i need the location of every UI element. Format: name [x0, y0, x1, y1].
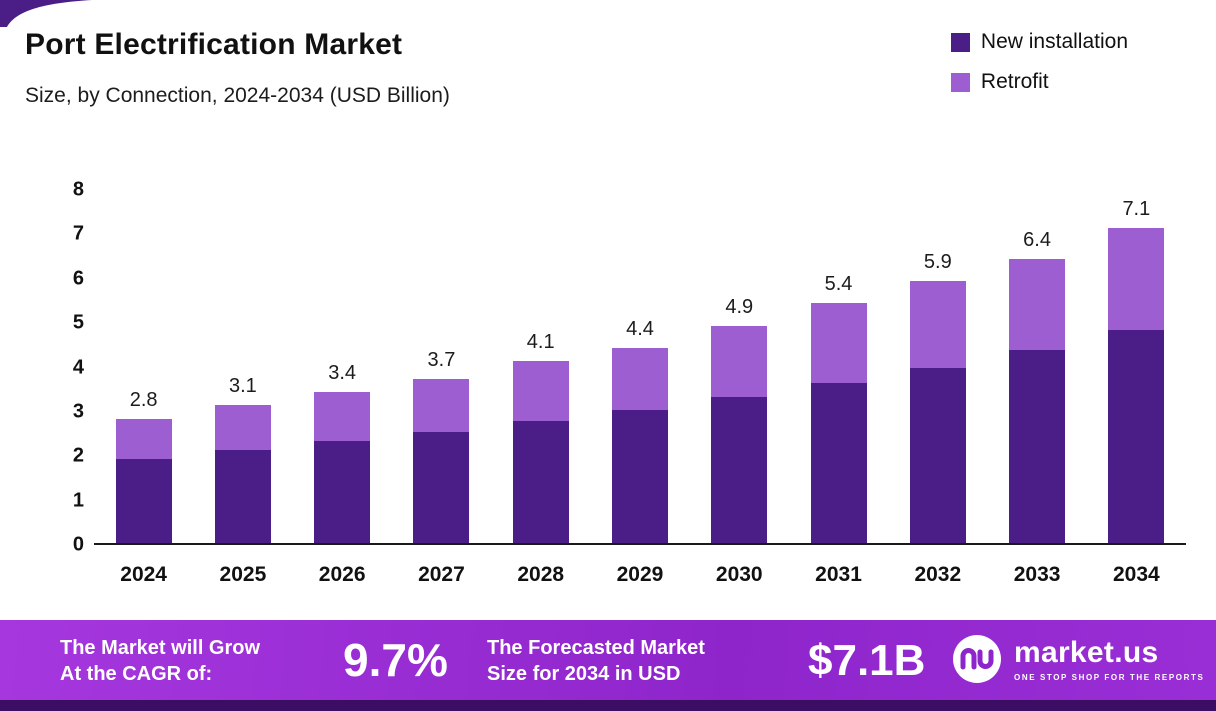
- brand: market.us ONE STOP SHOP FOR THE REPORTS: [952, 634, 1204, 684]
- bar-group-2032: 5.9: [888, 188, 987, 543]
- cagr-label: The Market will Grow At the CAGR of:: [60, 637, 261, 685]
- legend-swatch-new-installation-icon: [950, 32, 970, 52]
- bar-total-label: 4.1: [526, 331, 555, 354]
- legend-label: New installation: [980, 30, 1128, 53]
- bar-total-label: 5.9: [923, 251, 952, 274]
- chart-header: Port Electrification Market Size, by Con…: [25, 28, 450, 108]
- banner-bottom-strip: [0, 700, 1216, 711]
- x-tick-label: 2029: [616, 563, 664, 586]
- bar-segment-retrofit: [413, 378, 470, 433]
- legend-item-new-installation: New installation: [950, 30, 1128, 54]
- legend-swatch-retrofit-icon: [950, 72, 970, 92]
- chart-title: Port Electrification Market: [25, 28, 403, 61]
- x-tick-label: 2024: [120, 563, 167, 586]
- highlight-banner: The Market will Grow At the CAGR of: 9.7…: [0, 620, 1216, 700]
- bar-segment-new-installation: [512, 420, 569, 543]
- bar-segment-new-installation: [413, 432, 470, 543]
- bar-total-label: 3.1: [228, 375, 257, 398]
- x-tick-label: 2034: [1112, 563, 1160, 586]
- stacked-bar-chart: 2.8 3.1 3.4 3.7 4.1 4.4 4.9 5.4 5.9 6.4 7.1 0 1 2 3 4 5…: [72, 178, 1186, 593]
- x-tick-label: 2030: [715, 563, 763, 586]
- plot-area: 2.8 3.1 3.4 3.7 4.1 4.4 4.9 5.4 5.9 6.4 7.1: [94, 190, 1186, 545]
- y-tick-label: 0: [72, 533, 84, 556]
- bar-segment-retrofit: [611, 347, 668, 410]
- corner-decoration: [0, 0, 92, 27]
- bar-total-label: 3.7: [427, 348, 456, 371]
- bar-total-label: 4.9: [725, 295, 754, 318]
- x-tick-label: 2032: [914, 563, 962, 586]
- bar-segment-retrofit: [810, 303, 867, 384]
- bar-group-2028: 4.1: [491, 188, 590, 543]
- bar-group-2029: 4.4: [590, 188, 689, 543]
- legend-item-retrofit: Retrofit: [950, 70, 1128, 94]
- brand-name: market.us: [1014, 636, 1159, 669]
- bar-segment-new-installation: [1009, 349, 1066, 543]
- bar-segment-new-installation: [314, 440, 371, 543]
- legend-label: Retrofit: [980, 70, 1049, 93]
- bar-group-2025: 3.1: [193, 188, 292, 543]
- x-tick-label: 2028: [517, 563, 565, 586]
- bar-group-2030: 4.9: [690, 188, 789, 543]
- bar-segment-retrofit: [1108, 227, 1165, 330]
- y-tick-label: 6: [72, 267, 84, 290]
- y-tick-label: 8: [72, 178, 84, 201]
- bar-total-label: 2.8: [129, 388, 158, 411]
- bar-segment-retrofit: [711, 325, 768, 397]
- brand-tagline: ONE STOP SHOP FOR THE REPORTS: [1014, 673, 1205, 682]
- forecast-value: $7.1B: [808, 636, 926, 685]
- bar-group-2033: 6.4: [987, 188, 1086, 543]
- bar-total-label: 5.4: [824, 273, 853, 296]
- forecast-label: The Forecasted Market Size for 2034 in U…: [487, 637, 705, 685]
- bar-segment-retrofit: [1009, 259, 1066, 350]
- y-tick-label: 3: [72, 400, 84, 423]
- bar-segment-new-installation: [611, 409, 668, 543]
- x-tick-label: 2025: [219, 563, 267, 586]
- bar-segment-retrofit: [512, 361, 569, 421]
- cagr-value: 9.7%: [343, 634, 448, 686]
- y-tick-label: 7: [72, 222, 84, 245]
- bar-segment-new-installation: [214, 449, 271, 543]
- x-tick-label: 2031: [815, 563, 862, 586]
- x-tick-label: 2027: [418, 563, 465, 586]
- bar-group-2034: 7.1: [1087, 188, 1186, 543]
- chart-subtitle: Size, by Connection, 2024-2034 (USD Bill…: [25, 84, 450, 107]
- legend: New installation Retrofit: [950, 30, 1128, 110]
- x-tick-label: 2026: [318, 563, 366, 586]
- bar-group-2027: 3.7: [392, 188, 491, 543]
- bar-total-label: 6.4: [1023, 229, 1051, 251]
- y-tick-label: 2: [72, 444, 84, 467]
- bar-group-2031: 5.4: [789, 188, 888, 543]
- y-tick-label: 4: [72, 356, 84, 378]
- bar-group-2024: 2.8: [94, 188, 193, 543]
- x-axis-labels: 2024 2025 2026 2027 2028 2029 2030 2031 2032 2033…: [94, 563, 1186, 593]
- y-tick-label: 1: [72, 489, 84, 512]
- bar-total-label: 3.4: [328, 362, 357, 385]
- brand-text: market.us ONE STOP SHOP FOR THE REPORTS: [1014, 636, 1204, 682]
- bar-segment-new-installation: [711, 396, 768, 543]
- bar-total-label: 4.4: [626, 317, 654, 340]
- bar-segment-retrofit: [115, 418, 172, 459]
- bar-segment-new-installation: [909, 367, 966, 543]
- bar-segment-retrofit: [314, 392, 371, 441]
- bar-segment-new-installation: [115, 458, 172, 543]
- x-tick-label: 2033: [1013, 563, 1061, 586]
- bar-segment-retrofit: [909, 281, 966, 368]
- bar-segment-new-installation: [1108, 330, 1165, 543]
- bar-group-2026: 3.4: [293, 188, 392, 543]
- bar-total-label: 7.1: [1122, 197, 1151, 220]
- y-tick-label: 5: [72, 311, 84, 334]
- market-us-logo-icon: [953, 635, 1001, 683]
- bar-segment-new-installation: [810, 383, 867, 543]
- bar-segment-retrofit: [214, 405, 271, 450]
